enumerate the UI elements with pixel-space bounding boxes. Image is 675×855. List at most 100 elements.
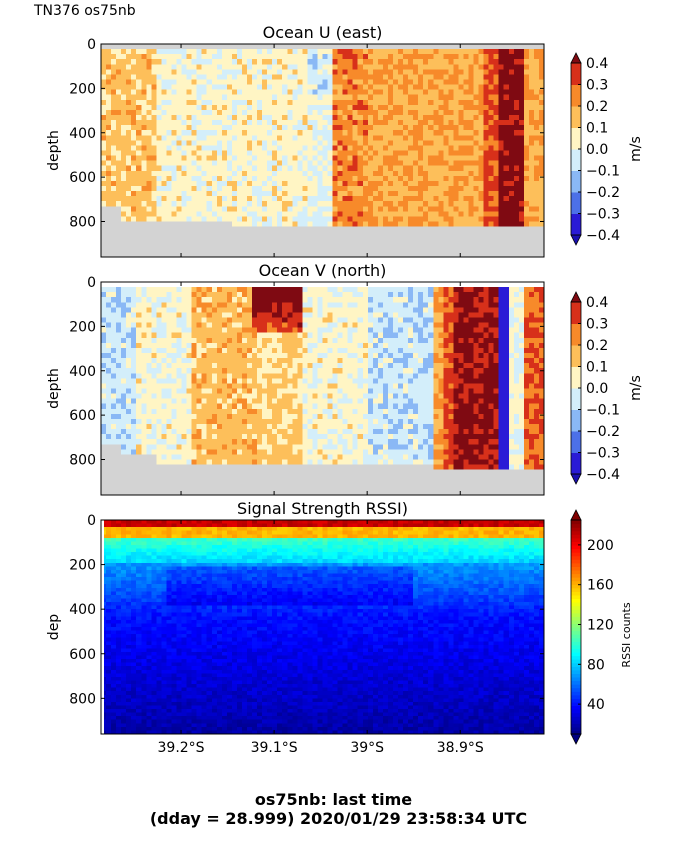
heatmap-cell [231, 342, 238, 349]
heatmap-cell [181, 292, 188, 298]
heatmap-cell [216, 353, 223, 359]
heatmap-cell [201, 302, 208, 308]
heatmap-cell [443, 206, 449, 212]
heatmap-cell [408, 246, 414, 253]
heatmap-cell [196, 297, 203, 303]
heatmap-cell [181, 302, 188, 308]
heatmap-cell [176, 104, 183, 111]
heatmap-cell [196, 363, 203, 369]
heatmap-cell [101, 84, 107, 91]
heatmap-cell [382, 74, 389, 81]
heatmap-cell [533, 69, 540, 76]
heatmap-cell [116, 479, 122, 486]
heatmap-cell [216, 429, 223, 435]
heatmap-cell [111, 109, 117, 116]
heatmap-cell [131, 150, 137, 157]
heatmap-cell [377, 201, 384, 207]
heatmap-cell [101, 196, 107, 202]
heatmap-cell [418, 150, 424, 157]
heatmap-cell [221, 292, 228, 298]
heatmap-cell [528, 231, 535, 238]
heatmap-cell [332, 191, 339, 197]
heatmap-cell [408, 201, 414, 207]
heatmap-cell [483, 115, 490, 121]
heatmap-cell [342, 54, 349, 60]
heatmap-cell [327, 150, 334, 157]
heatmap-cell [166, 59, 173, 65]
heatmap-cell [206, 332, 213, 339]
heatmap-cell [201, 216, 208, 223]
heatmap-cell [382, 155, 389, 162]
heatmap-cell [231, 322, 238, 329]
heatmap-cell [503, 120, 510, 126]
heatmap-cell [272, 221, 278, 228]
y-tick-label: 800 [69, 215, 96, 231]
heatmap-cell [392, 221, 399, 228]
heatmap-cell [181, 454, 188, 461]
heatmap-cell [488, 64, 495, 70]
heatmap-cell [221, 241, 228, 248]
heatmap-cell [141, 160, 147, 167]
heatmap-cell [196, 104, 203, 111]
heatmap-cell [136, 201, 142, 207]
heatmap-cell [478, 145, 485, 152]
heatmap-cell [221, 135, 228, 141]
heatmap-cell [533, 155, 540, 162]
heatmap-cell [121, 327, 127, 334]
heatmap-cell [443, 175, 449, 182]
heatmap-cell [337, 211, 344, 218]
heatmap-cell [463, 236, 470, 243]
heatmap-cell [468, 196, 475, 202]
heatmap-cell [267, 79, 273, 86]
heatmap-cell [206, 211, 213, 218]
heatmap-cell [498, 226, 505, 233]
heatmap-cell [206, 408, 213, 415]
heatmap-cell [398, 231, 404, 238]
heatmap-cell [468, 246, 475, 253]
heatmap-cell [146, 115, 152, 121]
heatmap-cell [236, 226, 243, 233]
heatmap-cell [523, 175, 530, 182]
heatmap-cell [382, 236, 389, 243]
heatmap-cell [186, 444, 193, 450]
heatmap-cell [226, 221, 233, 228]
heatmap-cell [312, 125, 319, 131]
heatmap-cell [498, 201, 505, 207]
heatmap-cell [176, 236, 183, 243]
heatmap-cell [352, 104, 359, 111]
heatmap-cell [262, 54, 268, 60]
heatmap-cell [221, 251, 228, 258]
heatmap-cell [312, 246, 319, 253]
heatmap-cell [236, 393, 243, 400]
heatmap-cell [503, 241, 510, 248]
heatmap-cell [272, 74, 278, 81]
heatmap-cell [136, 59, 142, 65]
heatmap-cell [403, 196, 409, 202]
heatmap-cell [141, 418, 147, 425]
heatmap-cell [146, 373, 152, 379]
heatmap-cell [116, 135, 122, 141]
heatmap-cell [126, 231, 132, 238]
heatmap-cell [282, 64, 288, 70]
heatmap-cell [226, 140, 233, 147]
heatmap-cell [121, 251, 127, 258]
heatmap-cell [483, 241, 490, 248]
heatmap-cell [166, 337, 173, 344]
heatmap-cell [181, 251, 188, 258]
heatmap-cell [327, 125, 334, 131]
heatmap-cell [211, 84, 218, 91]
heatmap-cell [111, 216, 117, 223]
heatmap-cell [111, 236, 117, 243]
heatmap-cell [106, 317, 112, 324]
heatmap-cell [297, 236, 303, 243]
heatmap-cell [302, 231, 308, 238]
heatmap-cell [282, 231, 288, 238]
heatmap-cell [413, 125, 419, 131]
heatmap-cell [342, 64, 349, 70]
heatmap-cell [453, 130, 460, 136]
heatmap-cell [211, 393, 218, 400]
heatmap-cell [307, 180, 314, 187]
heatmap-cell [297, 64, 303, 70]
heatmap-cell [252, 104, 258, 111]
heatmap-cell [126, 64, 132, 70]
